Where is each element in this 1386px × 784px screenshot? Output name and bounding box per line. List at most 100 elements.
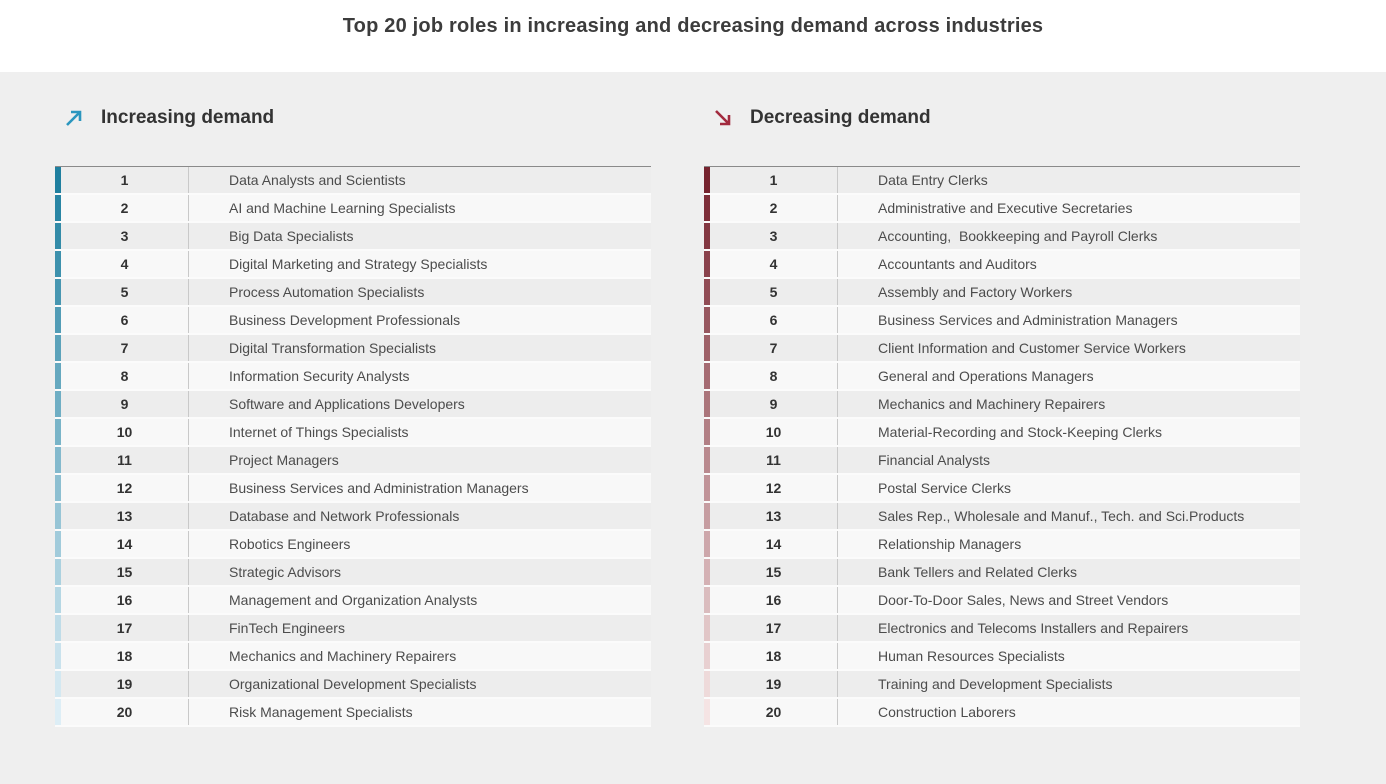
table-row: 14 Robotics Engineers <box>55 531 651 559</box>
rank-number: 1 <box>710 167 838 193</box>
table-row: 17 FinTech Engineers <box>55 615 651 643</box>
table-row: 20 Risk Management Specialists <box>55 699 651 727</box>
demand-list-increasing: 1 Data Analysts and Scientists 2 AI and Mac… <box>55 166 651 727</box>
rank-accent-bar <box>704 615 710 641</box>
rank-number: 16 <box>61 587 189 613</box>
table-row: 3 Big Data Specialists <box>55 223 651 251</box>
role-label: Project Managers <box>229 452 339 468</box>
role-label: Postal Service Clerks <box>878 480 1012 496</box>
table-row: 2 AI and Machine Learning Specialists <box>55 195 651 223</box>
rank-number: 6 <box>61 307 189 333</box>
table-row: 11 Financial Analysts <box>704 447 1300 475</box>
rank-number: 3 <box>61 223 189 249</box>
role-label: Material-Recording and Stock-Keeping Cle… <box>878 424 1163 440</box>
rank-accent-bar <box>55 195 61 221</box>
role-label: Business Development Professionals <box>229 312 461 328</box>
rank-number: 14 <box>710 531 838 557</box>
role-label: Bank Tellers and Related Clerks <box>878 564 1077 580</box>
role-label: Mechanics and Machinery Repairers <box>878 396 1106 412</box>
table-row: 13 Database and Network Professionals <box>55 503 651 531</box>
table-row: 1 Data Analysts and Scientists <box>55 167 651 195</box>
role-label: Construction Laborers <box>878 704 1016 720</box>
figure-body: Increasing demand 1 Data Analysts and Sci… <box>55 72 1386 727</box>
rank-accent-bar <box>704 251 710 277</box>
rank-number: 18 <box>61 643 189 669</box>
rank-accent-bar <box>55 559 61 585</box>
table-row: 14 Relationship Managers <box>704 531 1300 559</box>
rank-number: 9 <box>61 391 189 417</box>
role-label: Mechanics and Machinery Repairers <box>229 648 457 664</box>
rank-accent-bar <box>55 699 61 725</box>
rank-number: 19 <box>710 671 838 697</box>
rank-accent-bar <box>704 503 710 529</box>
rank-number: 4 <box>61 251 189 277</box>
rank-number: 15 <box>61 559 189 585</box>
column-title-decreasing: Decreasing demand <box>750 107 931 128</box>
table-row: 7 Digital Transformation Specialists <box>55 335 651 363</box>
rank-number: 19 <box>61 671 189 697</box>
table-row: 9 Mechanics and Machinery Repairers <box>704 391 1300 419</box>
rank-number: 5 <box>710 279 838 305</box>
role-label: Internet of Things Specialists <box>229 424 409 440</box>
role-label: Assembly and Factory Workers <box>878 284 1073 300</box>
table-row: 16 Door-To-Door Sales, News and Street Ve… <box>704 587 1300 615</box>
table-row: 5 Assembly and Factory Workers <box>704 279 1300 307</box>
rank-accent-bar <box>704 531 710 557</box>
rank-number: 2 <box>710 195 838 221</box>
rank-number: 11 <box>710 447 838 473</box>
table-row: 18 Mechanics and Machinery Repairers <box>55 643 651 671</box>
rank-accent-bar <box>55 615 61 641</box>
rank-accent-bar <box>704 167 710 193</box>
table-row: 12 Postal Service Clerks <box>704 475 1300 503</box>
role-label: Financial Analysts <box>878 452 991 468</box>
rank-number: 7 <box>710 335 838 361</box>
table-row: 15 Strategic Advisors <box>55 559 651 587</box>
role-label: Database and Network Professionals <box>229 508 460 524</box>
table-row: 18 Human Resources Specialists <box>704 643 1300 671</box>
rank-accent-bar <box>55 503 61 529</box>
role-label: Big Data Specialists <box>229 228 354 244</box>
rank-accent-bar <box>704 391 710 417</box>
role-label: Data Analysts and Scientists <box>229 172 406 188</box>
table-row: 19 Organizational Development Specialists <box>55 671 651 699</box>
role-label: Organizational Development Specialists <box>229 676 477 692</box>
column-increasing: Increasing demand 1 Data Analysts and Sci… <box>55 72 651 727</box>
decreasing-demand-header: Decreasing demand <box>704 104 1300 132</box>
rank-accent-bar <box>704 419 710 445</box>
rank-accent-bar <box>704 447 710 473</box>
rank-accent-bar <box>55 279 61 305</box>
role-label: Sales Rep., Wholesale and Manuf., Tech. … <box>878 508 1245 524</box>
table-row: 8 General and Operations Managers <box>704 363 1300 391</box>
table-row: 4 Accountants and Auditors <box>704 251 1300 279</box>
rank-number: 12 <box>710 475 838 501</box>
table-row: 16 Management and Organization Analysts <box>55 587 651 615</box>
rank-number: 12 <box>61 475 189 501</box>
role-label: Digital Marketing and Strategy Specialis… <box>229 256 488 272</box>
rank-accent-bar <box>704 335 710 361</box>
figure-title-bar: Top 20 job roles in increasing and decre… <box>0 0 1386 72</box>
rank-accent-bar <box>55 643 61 669</box>
role-label: Data Entry Clerks <box>878 172 988 188</box>
rank-accent-bar <box>704 587 710 613</box>
rank-number: 13 <box>710 503 838 529</box>
role-label: Relationship Managers <box>878 536 1022 552</box>
role-label: Risk Management Specialists <box>229 704 413 720</box>
rank-accent-bar <box>704 699 710 725</box>
column-title-increasing: Increasing demand <box>101 107 275 128</box>
rank-accent-bar <box>55 447 61 473</box>
table-row: 6 Business Development Professionals <box>55 307 651 335</box>
rank-number: 10 <box>710 419 838 445</box>
rank-number: 8 <box>710 363 838 389</box>
rank-accent-bar <box>55 391 61 417</box>
rank-accent-bar <box>55 167 61 193</box>
role-label: General and Operations Managers <box>878 368 1094 384</box>
column-decreasing: Decreasing demand 1 Data Entry Clerks 2 Adm… <box>704 72 1300 727</box>
table-row: 8 Information Security Analysts <box>55 363 651 391</box>
table-row: 12 Business Services and Administration M… <box>55 475 651 503</box>
rank-number: 20 <box>710 699 838 725</box>
table-row: 10 Material-Recording and Stock-Keeping C… <box>704 419 1300 447</box>
rank-number: 6 <box>710 307 838 333</box>
rank-number: 17 <box>61 615 189 641</box>
rank-accent-bar <box>704 195 710 221</box>
rank-number: 1 <box>61 167 189 193</box>
